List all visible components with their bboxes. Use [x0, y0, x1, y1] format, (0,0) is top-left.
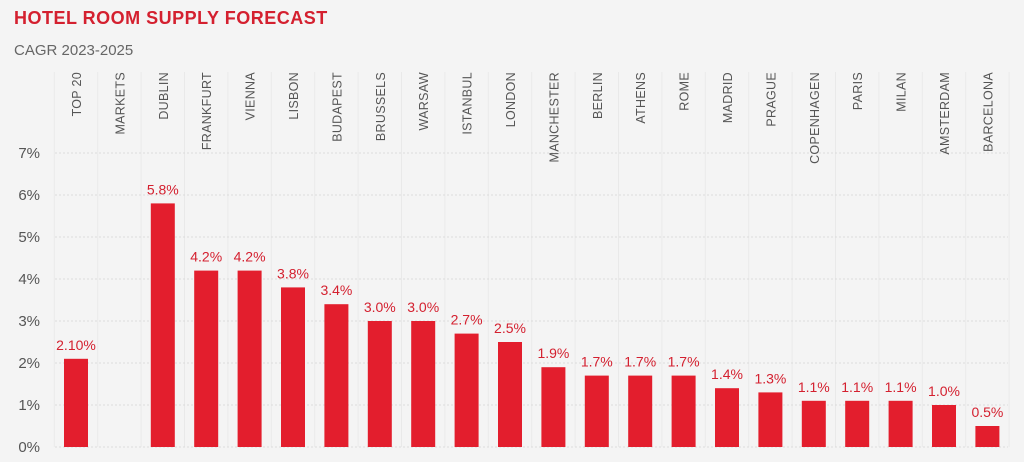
data-label: 3.8%	[277, 265, 309, 281]
bar-lisbon	[281, 287, 305, 447]
category-label: LONDON	[504, 72, 518, 127]
data-label: 0.5%	[971, 404, 1003, 420]
bar-berlin	[584, 375, 609, 447]
category-label: LISBON	[287, 72, 301, 120]
category-label: BERLIN	[591, 72, 605, 119]
category-label: DUBLIN	[157, 72, 171, 120]
category-label: VIENNA	[244, 72, 258, 121]
data-label: 1.1%	[841, 379, 873, 395]
bar-top-20-markets	[64, 358, 88, 447]
category-label: PARIS	[851, 72, 865, 110]
data-label: 1.1%	[885, 379, 917, 395]
category-label: PRAGUE	[764, 72, 778, 127]
category-label: TOP 20	[70, 72, 84, 116]
y-tick-label: 7%	[18, 145, 40, 162]
data-label: 1.7%	[581, 354, 613, 370]
bar-dublin	[150, 203, 175, 447]
data-label: 2.10%	[56, 337, 96, 353]
bar-manchester	[541, 367, 566, 447]
bar-vienna	[237, 270, 262, 447]
chart-title: HOTEL ROOM SUPPLY FORECAST	[14, 8, 328, 28]
bar-london	[498, 342, 522, 447]
y-tick-label: 5%	[18, 229, 40, 246]
bar-paris	[845, 400, 870, 447]
data-label: 3.4%	[320, 282, 352, 298]
category-label: FRANKFURT	[200, 72, 214, 150]
category-label: ATHENS	[634, 72, 648, 124]
y-tick-label: 3%	[18, 313, 40, 330]
bar-warsaw	[411, 321, 436, 447]
data-label: 1.4%	[711, 366, 743, 382]
bar-madrid	[715, 388, 739, 447]
category-label: AMSTERDAM	[938, 72, 952, 155]
data-label: 5.8%	[147, 181, 179, 197]
category-label: ISTANBUL	[461, 72, 475, 135]
bar-prague	[758, 392, 783, 447]
bar-copenhagen	[801, 400, 826, 447]
data-label: 2.7%	[451, 312, 483, 328]
bar-amsterdam	[932, 405, 956, 447]
data-label: 2.5%	[494, 320, 526, 336]
data-label: 1.7%	[624, 354, 656, 370]
bar-budapest	[324, 304, 349, 447]
category-label: MADRID	[721, 72, 735, 123]
bar-milan	[888, 400, 913, 447]
y-tick-label: 4%	[18, 271, 40, 288]
data-label: 3.0%	[407, 299, 439, 315]
data-label: 4.2%	[234, 249, 266, 265]
data-label: 3.0%	[364, 299, 396, 315]
bar-rome	[671, 375, 696, 447]
data-label: 1.7%	[668, 354, 700, 370]
data-label: 4.2%	[190, 249, 222, 265]
y-tick-label: 6%	[18, 187, 40, 204]
category-label: BUDAPEST	[330, 72, 344, 142]
chart-subtitle: CAGR 2023-2025	[14, 42, 134, 59]
data-label: 1.0%	[928, 383, 960, 399]
bar-athens	[628, 375, 653, 447]
bar-barcelona	[975, 426, 1000, 447]
category-label: MARKETS	[113, 72, 127, 135]
y-tick-label: 1%	[18, 397, 40, 414]
y-tick-label: 0%	[18, 439, 40, 456]
category-label: MANCHESTER	[547, 72, 561, 163]
data-label: 1.3%	[754, 370, 786, 386]
data-label: 1.1%	[798, 379, 830, 395]
category-label: BRUSSELS	[374, 72, 388, 141]
data-label: 1.9%	[537, 345, 569, 361]
category-label: ROME	[678, 72, 692, 111]
category-label: WARSAW	[417, 72, 431, 131]
y-tick-label: 2%	[18, 355, 40, 372]
bar-brussels	[367, 321, 392, 447]
category-label: COPENHAGEN	[808, 72, 822, 164]
category-label: BARCELONA	[981, 72, 995, 152]
category-label: MILAN	[895, 72, 909, 112]
bar-istanbul	[454, 333, 479, 447]
bar-frankfurt	[194, 270, 219, 447]
